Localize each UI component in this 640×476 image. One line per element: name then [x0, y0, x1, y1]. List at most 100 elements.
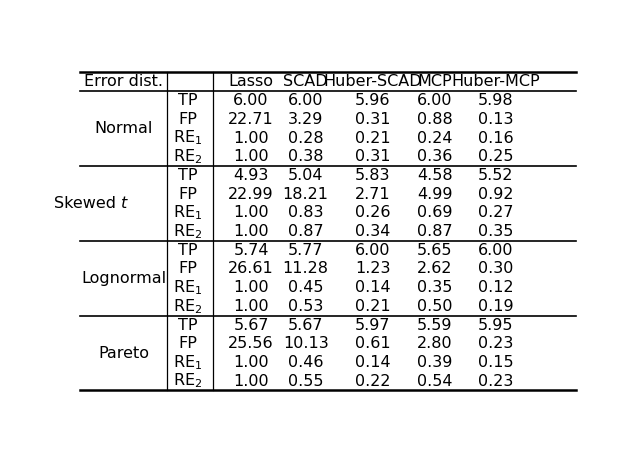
- Text: 0.54: 0.54: [417, 374, 452, 388]
- Text: Pareto: Pareto: [98, 346, 149, 361]
- Text: FP: FP: [179, 112, 198, 127]
- Text: 5.67: 5.67: [288, 317, 323, 333]
- Text: 1.00: 1.00: [234, 299, 269, 314]
- Text: 0.31: 0.31: [355, 112, 390, 127]
- Text: 11.28: 11.28: [283, 261, 329, 277]
- Text: FP: FP: [179, 261, 198, 277]
- Text: 0.21: 0.21: [355, 299, 390, 314]
- Text: Skewed: Skewed: [54, 196, 121, 211]
- Text: Error dist.: Error dist.: [84, 74, 163, 89]
- Text: 2.80: 2.80: [417, 336, 452, 351]
- Text: 5.59: 5.59: [417, 317, 452, 333]
- Text: 5.95: 5.95: [478, 317, 513, 333]
- Text: RE$_2$: RE$_2$: [173, 148, 203, 166]
- Text: 2.62: 2.62: [417, 261, 452, 277]
- Text: 0.19: 0.19: [478, 299, 513, 314]
- Text: 0.92: 0.92: [478, 187, 513, 202]
- Text: 0.27: 0.27: [478, 206, 513, 220]
- Text: 0.30: 0.30: [478, 261, 513, 277]
- Text: FP: FP: [179, 336, 198, 351]
- Text: 0.87: 0.87: [288, 224, 323, 239]
- Text: 1.23: 1.23: [355, 261, 390, 277]
- Text: Normal: Normal: [95, 121, 153, 136]
- Text: 0.50: 0.50: [417, 299, 452, 314]
- Text: 0.26: 0.26: [355, 206, 390, 220]
- Text: 0.31: 0.31: [355, 149, 390, 164]
- Text: 0.83: 0.83: [288, 206, 323, 220]
- Text: 5.83: 5.83: [355, 168, 390, 183]
- Text: Lasso: Lasso: [228, 74, 274, 89]
- Text: 0.35: 0.35: [417, 280, 452, 295]
- Text: MCP: MCP: [417, 74, 452, 89]
- Text: RE$_2$: RE$_2$: [173, 222, 203, 241]
- Text: 0.61: 0.61: [355, 336, 390, 351]
- Text: 6.00: 6.00: [355, 243, 390, 258]
- Text: 3.29: 3.29: [288, 112, 323, 127]
- Text: 1.00: 1.00: [234, 130, 269, 146]
- Text: 2.71: 2.71: [355, 187, 390, 202]
- Text: 10.13: 10.13: [283, 336, 328, 351]
- Text: Lognormal: Lognormal: [81, 271, 166, 286]
- Text: RE$_1$: RE$_1$: [173, 204, 203, 222]
- Text: 0.88: 0.88: [417, 112, 452, 127]
- Text: SCAD: SCAD: [284, 74, 328, 89]
- Text: 1.00: 1.00: [234, 374, 269, 388]
- Text: 5.04: 5.04: [288, 168, 323, 183]
- Text: 6.00: 6.00: [478, 243, 513, 258]
- Text: 0.25: 0.25: [478, 149, 513, 164]
- Text: RE$_1$: RE$_1$: [173, 353, 203, 372]
- Text: 22.71: 22.71: [228, 112, 274, 127]
- Text: 5.98: 5.98: [478, 93, 513, 108]
- Text: RE$_2$: RE$_2$: [173, 297, 203, 316]
- Text: FP: FP: [179, 187, 198, 202]
- Text: 0.12: 0.12: [478, 280, 513, 295]
- Text: 26.61: 26.61: [228, 261, 274, 277]
- Text: TP: TP: [179, 243, 198, 258]
- Text: 5.67: 5.67: [234, 317, 269, 333]
- Text: 4.93: 4.93: [234, 168, 269, 183]
- Text: 0.38: 0.38: [288, 149, 323, 164]
- Text: 6.00: 6.00: [417, 93, 452, 108]
- Text: 5.97: 5.97: [355, 317, 390, 333]
- Text: 0.16: 0.16: [478, 130, 513, 146]
- Text: 5.96: 5.96: [355, 93, 390, 108]
- Text: 0.15: 0.15: [478, 355, 513, 370]
- Text: 0.23: 0.23: [478, 336, 513, 351]
- Text: TP: TP: [179, 168, 198, 183]
- Text: Huber-MCP: Huber-MCP: [451, 74, 540, 89]
- Text: TP: TP: [179, 317, 198, 333]
- Text: 0.23: 0.23: [478, 374, 513, 388]
- Text: RE$_1$: RE$_1$: [173, 278, 203, 297]
- Text: 22.99: 22.99: [228, 187, 274, 202]
- Text: 0.28: 0.28: [288, 130, 323, 146]
- Text: 5.74: 5.74: [234, 243, 269, 258]
- Text: 1.00: 1.00: [234, 280, 269, 295]
- Text: 0.14: 0.14: [355, 280, 390, 295]
- Text: 5.77: 5.77: [288, 243, 323, 258]
- Text: 0.69: 0.69: [417, 206, 452, 220]
- Text: 6.00: 6.00: [234, 93, 269, 108]
- Text: 4.58: 4.58: [417, 168, 452, 183]
- Text: TP: TP: [179, 93, 198, 108]
- Text: 1.00: 1.00: [234, 149, 269, 164]
- Text: 4.99: 4.99: [417, 187, 452, 202]
- Text: 0.46: 0.46: [288, 355, 323, 370]
- Text: 5.52: 5.52: [478, 168, 513, 183]
- Text: 0.35: 0.35: [478, 224, 513, 239]
- Text: 0.55: 0.55: [288, 374, 323, 388]
- Text: 0.36: 0.36: [417, 149, 452, 164]
- Text: t: t: [121, 196, 127, 211]
- Text: 0.21: 0.21: [355, 130, 390, 146]
- Text: 0.53: 0.53: [288, 299, 323, 314]
- Text: 18.21: 18.21: [283, 187, 329, 202]
- Text: 0.34: 0.34: [355, 224, 390, 239]
- Text: 5.65: 5.65: [417, 243, 452, 258]
- Text: Huber-SCAD: Huber-SCAD: [323, 74, 422, 89]
- Text: 1.00: 1.00: [234, 355, 269, 370]
- Text: 0.45: 0.45: [288, 280, 323, 295]
- Text: 6.00: 6.00: [288, 93, 323, 108]
- Text: RE$_2$: RE$_2$: [173, 372, 203, 390]
- Text: 1.00: 1.00: [234, 224, 269, 239]
- Text: 1.00: 1.00: [234, 206, 269, 220]
- Text: 25.56: 25.56: [228, 336, 274, 351]
